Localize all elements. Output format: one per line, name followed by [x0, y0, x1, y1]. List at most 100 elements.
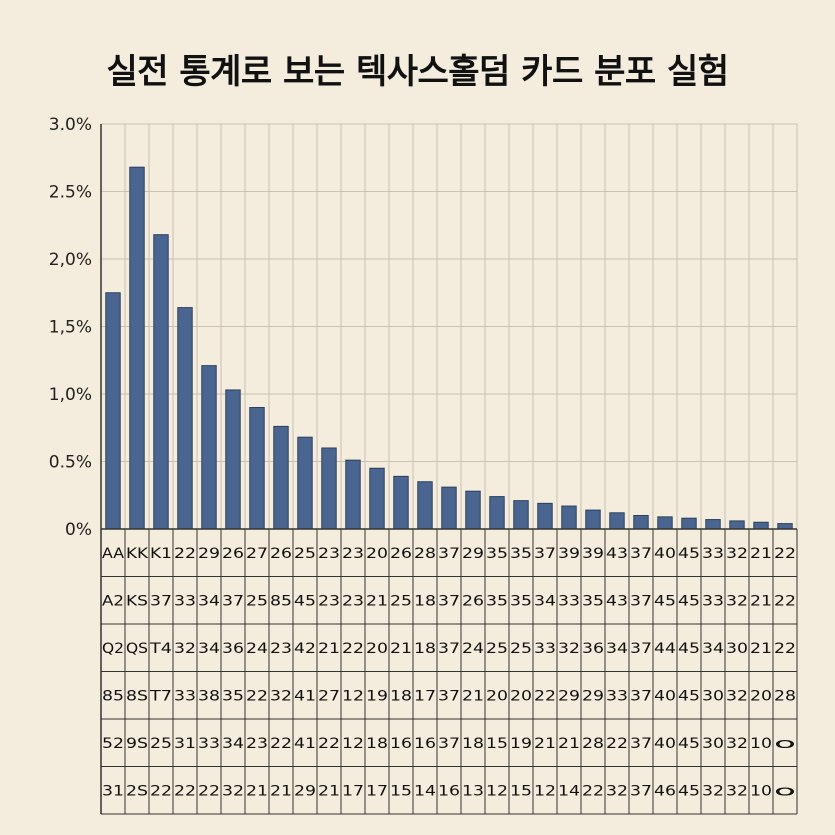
table-cell: 37 [630, 641, 652, 657]
table-cell: 14 [558, 783, 580, 799]
y-tick-label: 1,0% [49, 385, 92, 405]
table-cell: 10 [750, 783, 772, 799]
table-cell: 34 [534, 593, 556, 609]
table-cell: 32 [222, 783, 244, 799]
table-cell: 24 [462, 641, 484, 657]
table-cell: 22 [318, 736, 340, 752]
table-cell: T4 [149, 641, 172, 657]
table-cell: 22 [534, 688, 556, 704]
table-cell: 30 [702, 688, 724, 704]
table-cell: 19 [366, 688, 388, 704]
bar [321, 447, 337, 530]
table-cell: 21 [558, 736, 580, 752]
table-cell: 34 [606, 641, 628, 657]
table-cell: 22 [270, 736, 292, 752]
table-cell: 22 [174, 546, 196, 562]
table-cell: 37 [630, 688, 652, 704]
bar [705, 519, 721, 530]
table-cell: 25 [246, 593, 268, 609]
table-cell: 46 [654, 783, 676, 799]
table-cell: 14 [414, 783, 436, 799]
table-cell: 25 [294, 546, 316, 562]
table-cell: 41 [294, 736, 316, 752]
table-cell: 21 [318, 783, 340, 799]
table-cell: 22 [174, 783, 196, 799]
bar [153, 234, 169, 530]
table-cell: 29 [198, 546, 220, 562]
table-cell: 34 [222, 736, 244, 752]
y-tick-label: 2.5% [49, 183, 92, 203]
table-cell: 35 [486, 546, 508, 562]
table-cell: 32 [726, 736, 748, 752]
table-cell: 40 [654, 688, 676, 704]
table-cell: 29 [462, 546, 484, 562]
table-cell: 29 [294, 783, 316, 799]
table-cell: 25 [486, 641, 508, 657]
table-cell: 45 [678, 688, 700, 704]
table-cell: 16 [414, 736, 436, 752]
table-cell: o [774, 783, 796, 799]
table-cell: 38 [198, 688, 220, 704]
table-cell: 22 [606, 736, 628, 752]
table-cell: 45 [678, 736, 700, 752]
table-cell: 41 [294, 688, 316, 704]
bar [489, 496, 505, 530]
table-cell: A2 [102, 593, 124, 609]
table-cell: KS [126, 593, 148, 609]
table-cell: 32 [606, 783, 628, 799]
table-cell: 22 [150, 783, 172, 799]
table-cell: 18 [366, 736, 388, 752]
table-cell: 37 [630, 736, 652, 752]
table-cell: 17 [414, 688, 436, 704]
bar [537, 502, 553, 530]
table-cell: Q2 [102, 641, 124, 657]
table-cell: 37 [438, 641, 460, 657]
table-cell: 32 [174, 641, 196, 657]
table-cell: 21 [270, 783, 292, 799]
table-cell: 20 [486, 688, 508, 704]
table-cell: 8S [126, 688, 148, 704]
table-cell: 45 [654, 593, 676, 609]
table-cell: 22 [774, 546, 796, 562]
table-cell: 20 [366, 641, 388, 657]
table-cell: 21 [366, 593, 388, 609]
table-cell: 22 [582, 783, 604, 799]
bar [249, 407, 265, 530]
table-cell: 35 [510, 593, 532, 609]
table-cell: 23 [270, 641, 292, 657]
table-cell: KK [126, 546, 149, 562]
table-cell: 26 [390, 546, 412, 562]
table-cell: 29 [582, 688, 604, 704]
table-cell: 21 [750, 641, 772, 657]
y-tick-label: 0% [65, 520, 92, 540]
table-cell: 24 [246, 641, 268, 657]
table-cell: 28 [774, 688, 796, 704]
table-cell: 22 [198, 783, 220, 799]
table-cell: 23 [342, 593, 364, 609]
table-cell: 32 [726, 546, 748, 562]
bar [729, 520, 745, 530]
table-cell: 37 [438, 736, 460, 752]
table-cell: 35 [222, 688, 244, 704]
table-cell: 9S [126, 736, 148, 752]
table-cell: 17 [342, 783, 364, 799]
table-cell: 28 [414, 546, 436, 562]
table-cell: 23 [318, 593, 340, 609]
table-cell: 45 [678, 546, 700, 562]
table-cell: 37 [438, 546, 460, 562]
table-cell: QS [126, 641, 148, 657]
table-cell: 33 [606, 688, 628, 704]
table-cell: 36 [222, 641, 244, 657]
table-cell: 33 [702, 546, 724, 562]
table-cell: 32 [702, 783, 724, 799]
table-cell: 29 [558, 688, 580, 704]
table-cell: 42 [294, 641, 316, 657]
table-cell: 33 [558, 593, 580, 609]
table-cell: 33 [198, 736, 220, 752]
bar [369, 467, 385, 530]
bar [465, 490, 481, 530]
table-cell: 21 [390, 641, 412, 657]
table-cell: 21 [750, 593, 772, 609]
bar [129, 166, 145, 530]
table-cell: 39 [582, 546, 604, 562]
